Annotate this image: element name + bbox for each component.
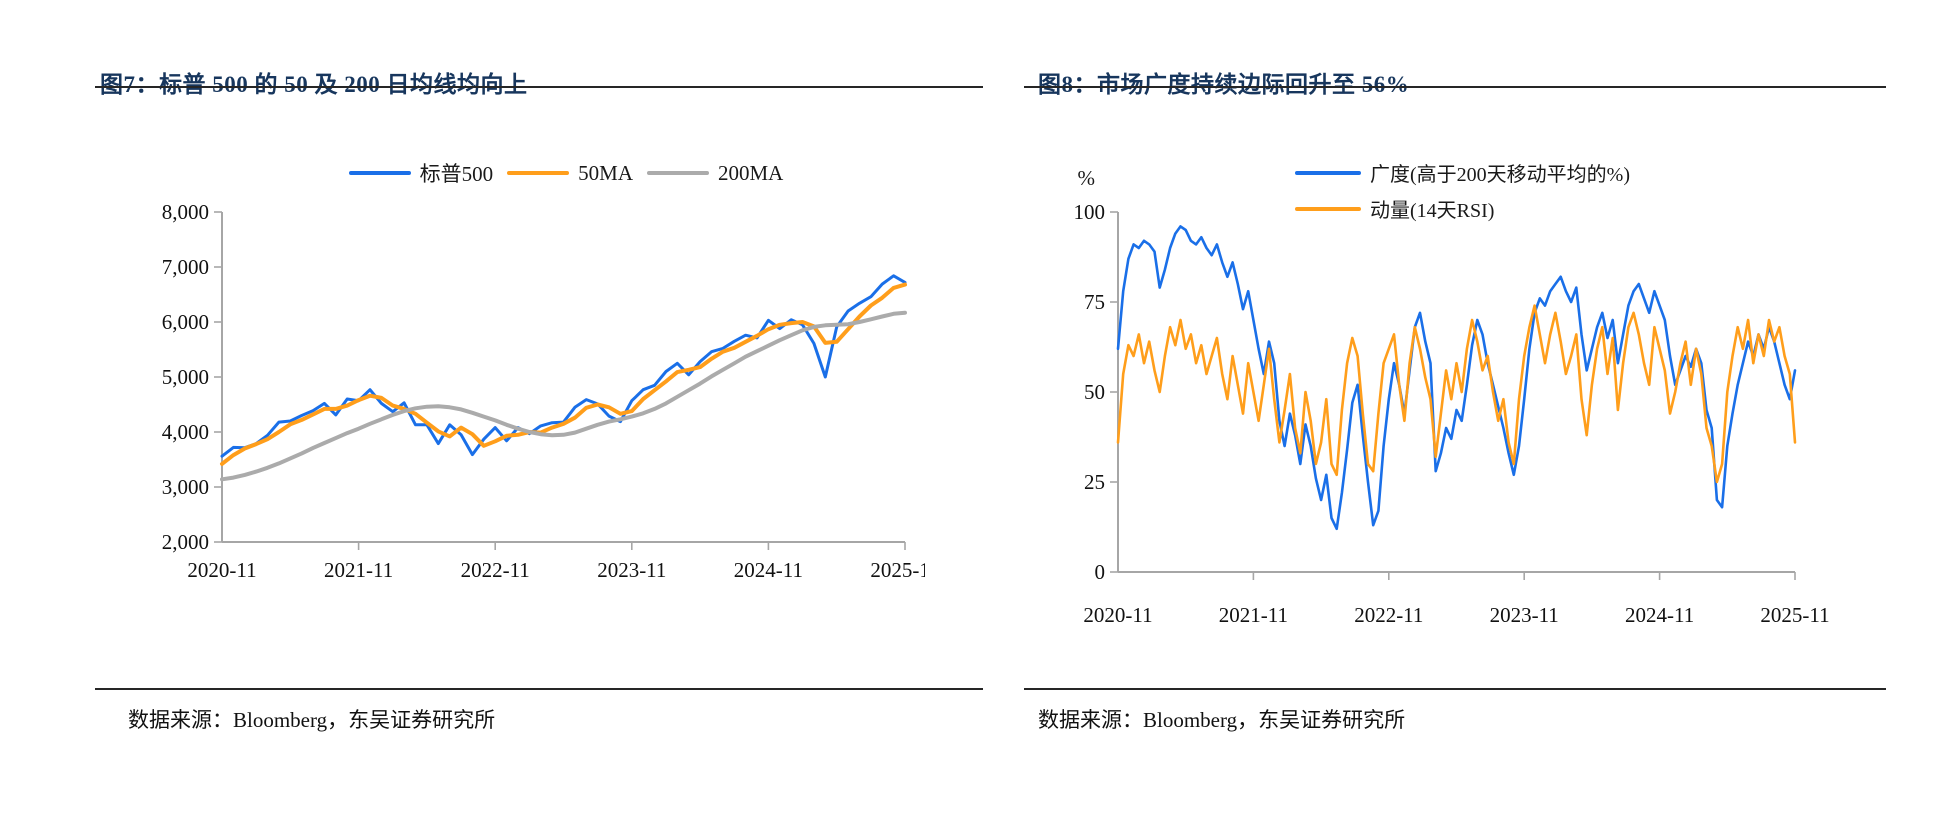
figure8-title-rule bbox=[1024, 86, 1886, 88]
y-tick-label: 3,000 bbox=[162, 475, 209, 499]
x-tick-label: 2025-11 bbox=[1760, 603, 1829, 627]
y-tick-label: 75 bbox=[1084, 290, 1105, 314]
figure7-source: 数据来源：Bloomberg，东吴证券研究所 bbox=[128, 708, 496, 732]
x-tick-label: 2021-11 bbox=[1219, 603, 1288, 627]
x-tick-label: 2023-11 bbox=[1490, 603, 1559, 627]
series-line-0 bbox=[220, 274, 907, 458]
breadth-line-swatch bbox=[1295, 170, 1361, 175]
figure7-plot: 2,000 3,000 4,000 5,000 6,000 7,000 8,000 2020-… bbox=[162, 200, 925, 582]
figure7-title: 图7：标普 500 的 50 及 200 日均线均向上 bbox=[100, 72, 528, 98]
figure8-plot: 0 25 50 75 100 2020-11 2021-11 2022-11 2023-11 20… bbox=[1074, 200, 1830, 627]
y-tick-label: 25 bbox=[1084, 470, 1105, 494]
x-tick-label: 2020-11 bbox=[187, 558, 256, 582]
x-tick-label: 2023-11 bbox=[597, 558, 666, 582]
figure8-source: 数据来源：Bloomberg，东吴证券研究所 bbox=[1038, 708, 1406, 732]
y-tick-label: 5,000 bbox=[162, 365, 209, 389]
y-tick-label: 7,000 bbox=[162, 255, 209, 279]
figure7-legend: 标普500 50MA 200MA bbox=[222, 158, 910, 188]
ma200-line-swatch bbox=[647, 171, 709, 175]
figure8-source-rule bbox=[1024, 688, 1886, 690]
y-tick-label: 100 bbox=[1074, 200, 1106, 224]
x-tick-label: 2020-11 bbox=[1083, 603, 1152, 627]
figure8-title: 图8：市场广度持续边际回升至 56% bbox=[1038, 72, 1410, 98]
y-tick-label: 0 bbox=[1095, 560, 1106, 584]
y-tick-label: 8,000 bbox=[162, 200, 209, 224]
x-tick-label: 2024-11 bbox=[1625, 603, 1694, 627]
figure8-legend: 广度(高于200天移动平均的%) 动量(14天RSI) bbox=[1295, 158, 1630, 223]
legend-label-momentum: 动量(14天RSI) bbox=[1370, 200, 1495, 222]
y-tick-label: 50 bbox=[1084, 380, 1105, 404]
x-tick-label: 2022-11 bbox=[1354, 603, 1423, 627]
series-line-1 bbox=[1116, 304, 1797, 484]
sp500-line-swatch bbox=[348, 171, 411, 175]
figure7-title-rule bbox=[95, 86, 983, 88]
series-line-1 bbox=[220, 282, 907, 466]
legend-item-breadth: 广度(高于200天移动平均的%) bbox=[1295, 158, 1630, 187]
momentum-line-swatch bbox=[1295, 206, 1361, 211]
legend-label-200ma: 200MA bbox=[718, 160, 784, 185]
series-line-2 bbox=[220, 310, 907, 482]
legend-label-50ma: 50MA bbox=[578, 160, 633, 185]
x-tick-label: 2024-11 bbox=[734, 558, 803, 582]
legend-label-breadth: 广度(高于200天移动平均的%) bbox=[1370, 164, 1630, 186]
y-tick-label: 4,000 bbox=[162, 420, 209, 444]
figure7-source-rule bbox=[95, 688, 983, 690]
legend-item-momentum: 动量(14天RSI) bbox=[1295, 194, 1630, 223]
legend-item-50ma: 50MA bbox=[507, 161, 633, 186]
ma50-line-swatch bbox=[507, 171, 570, 175]
x-tick-label: 2021-11 bbox=[324, 558, 393, 582]
series-line-0 bbox=[1116, 225, 1797, 531]
legend-item-sp500: 标普500 bbox=[348, 158, 494, 188]
figure8-y-axis-unit: % bbox=[1077, 166, 1096, 190]
legend-label-sp500: 标普500 bbox=[419, 162, 494, 186]
y-tick-label: 2,000 bbox=[162, 530, 209, 554]
x-tick-label: 2025-11 bbox=[870, 558, 925, 582]
x-tick-label: 2022-11 bbox=[461, 558, 530, 582]
y-tick-label: 6,000 bbox=[162, 310, 209, 334]
legend-item-200ma: 200MA bbox=[647, 161, 783, 186]
